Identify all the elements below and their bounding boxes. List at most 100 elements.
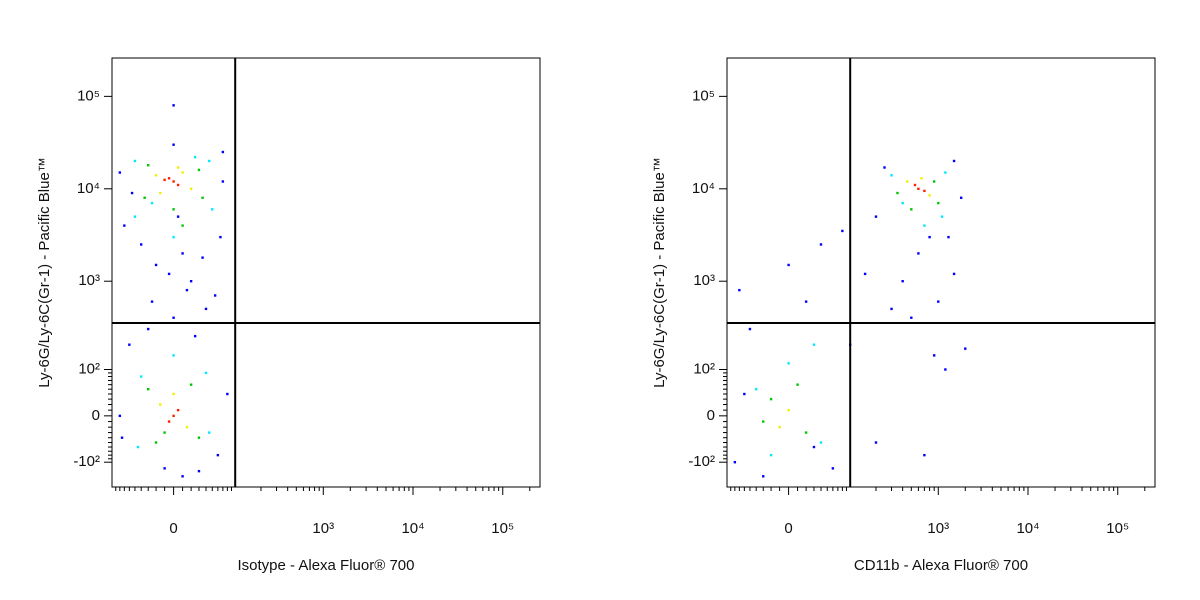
event-dot [762,475,765,478]
event-dot [172,316,175,319]
event-dot [118,414,122,418]
event-dot [769,397,773,401]
event-dot [787,362,790,365]
event-dot [201,256,204,259]
plot-frame [111,57,541,488]
event-dot [172,414,175,418]
y-tick-label: 10³ [78,272,100,289]
event-dot [193,155,197,159]
event-dot [172,354,175,357]
event-dot [172,235,175,239]
event-dot [118,171,122,174]
event-dot [143,196,146,199]
event-dot [896,191,899,195]
event-dot [197,436,201,439]
event-dot [221,150,225,154]
event-dot [226,392,229,396]
event-dot [906,180,909,183]
event-dot [181,252,184,255]
x-axis-label: CD11b - Alexa Fluor® 700 [854,557,1028,574]
event-dot [176,183,180,187]
event-dot [910,208,913,211]
event-dot [743,392,746,396]
event-dot [163,431,166,434]
y-tick-label: 10⁴ [692,180,715,197]
event-dot [913,183,917,187]
y-tick-label: 10³ [693,272,715,289]
event-dot [964,347,967,350]
event-dot [189,280,193,283]
event-dot [874,441,878,444]
event-dot [208,159,211,163]
event-dot [947,235,950,239]
event-dot [923,189,926,193]
event-dot [796,383,799,386]
event-dot [874,215,878,218]
event-dot [167,177,171,180]
x-tick-label: 10⁴ [401,520,424,537]
event-dot [185,288,189,292]
event-dot [172,392,175,396]
event-dot [937,300,940,303]
event-dot [787,408,790,412]
event-dot [197,469,201,473]
event-dot [136,445,140,449]
event-dot [204,371,208,375]
event-dot [201,196,204,199]
event-dot [819,441,823,444]
event-dot [917,187,920,191]
event-dot [193,334,197,338]
event-dot [216,453,220,457]
x-tick-label: 0 [784,520,792,537]
event-dot [959,196,963,199]
event-dot [130,191,134,195]
event-dot [150,300,154,303]
event-dot [769,453,773,457]
event-dot [154,263,158,267]
event-dot [755,387,758,391]
event-dot [172,180,175,183]
event-dot [812,343,816,346]
x-tick-label: 10⁵ [1106,520,1129,537]
event-dot [211,208,214,211]
y-tick-label: -10² [688,453,715,470]
x-tick-label: 0 [169,520,177,537]
event-dot [778,425,781,429]
y-tick-label: 10⁵ [77,87,100,104]
event-dot [181,171,184,174]
event-dot [163,467,166,470]
event-dot [812,445,816,449]
event-dot [213,294,217,297]
y-tick-label: 0 [92,407,100,424]
event-dot [167,420,171,423]
event-dot [819,243,823,246]
x-axis-label: Isotype - Alexa Fluor® 700 [238,557,415,574]
event-dot [163,178,166,182]
event-dot [932,180,936,183]
y-tick-label: 10² [693,360,715,377]
event-dot [154,174,158,177]
event-dot [901,201,904,205]
y-axis-label: Ly-6G/Ly-6C(Gr-1) - Pacific Blue™ [651,157,668,388]
event-dot [128,343,131,346]
event-dot [154,441,158,444]
event-dot [172,104,175,107]
event-dot [762,420,765,423]
event-dot [133,215,137,218]
event-dot [923,224,926,227]
event-dot [159,191,162,195]
event-dot [208,431,211,434]
event-dot [831,467,835,470]
event-dot [804,300,808,303]
event-dot [841,229,844,233]
event-dot [204,307,208,311]
event-dot [928,194,931,197]
event-dot [147,387,150,391]
event-dot [167,272,171,276]
event-dot [733,460,737,464]
event-dot [944,171,947,174]
event-dot [928,235,931,239]
event-dot [920,177,923,180]
event-dot [185,425,189,429]
